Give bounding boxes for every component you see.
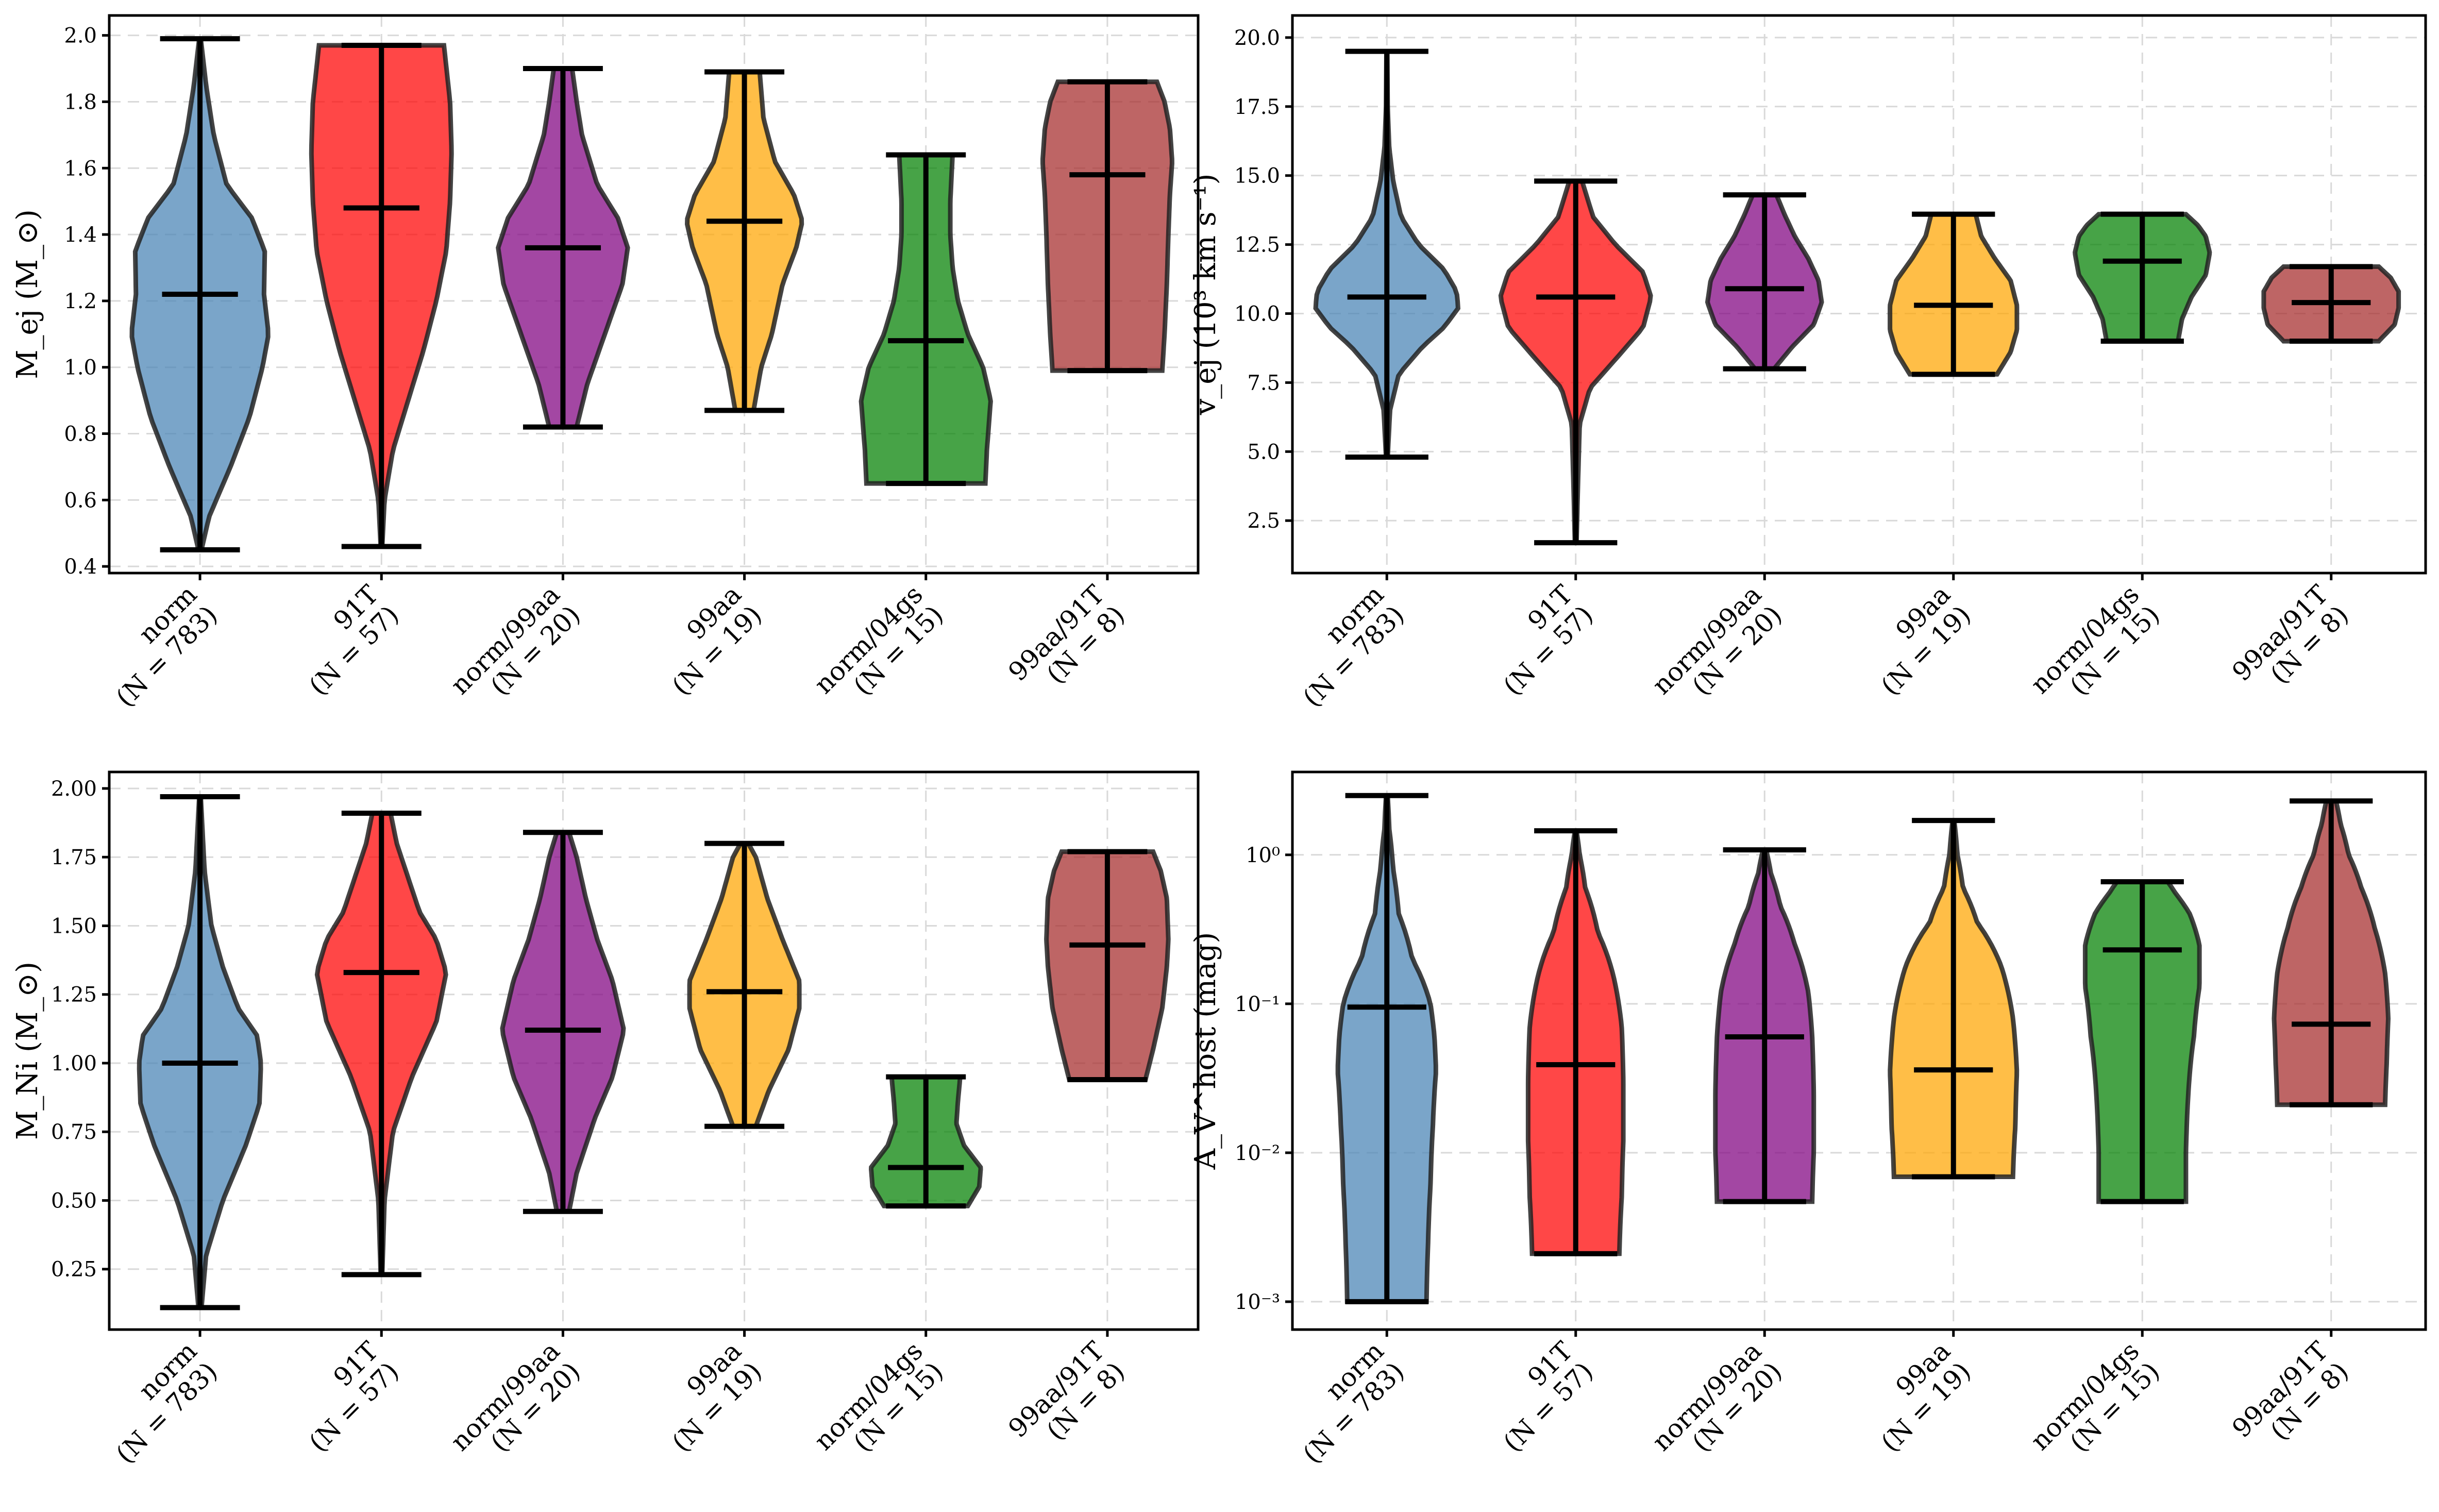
y-tick-label: 0.50 [51, 1189, 97, 1213]
x-tick-label: 91T(N = 57) [304, 579, 405, 701]
violin-norm-04gs [2082, 879, 2202, 1204]
x-tick-label: norm/04gs(N = 15) [809, 579, 949, 701]
y-tick-label: 15.0 [1234, 164, 1280, 188]
y-tick-label: 12.5 [1234, 233, 1280, 257]
y-tick-label: 1.0 [64, 356, 97, 380]
y-tick-label: 10⁻² [1235, 1141, 1280, 1165]
violin-norm [1313, 48, 1460, 460]
violin-99aa [1888, 818, 2020, 1180]
y-tick-label: 1.6 [64, 157, 97, 180]
panel-nickel-mass: 0.25 0.50 0.75 1.00 1.25 1.50 1.75 2.00 norm(N =… [11, 770, 1200, 1469]
x-tick-label: 91T(N = 57) [1498, 1336, 1599, 1457]
y-tick-label: 10.0 [1234, 302, 1280, 326]
y-axis-label: A_V^host (mag) [1189, 932, 1222, 1170]
violin-91T [314, 810, 448, 1278]
y-tick-label: 1.4 [64, 223, 97, 247]
x-tick-label: norm(N = 783) [1297, 579, 1410, 713]
axes-frame [1291, 14, 2427, 575]
y-tick-label: 2.00 [51, 777, 97, 801]
violin-norm-99aa [1713, 847, 1816, 1204]
y-tick-label: 20.0 [1234, 26, 1280, 50]
x-tick-label: norm/99aa(N = 20) [1646, 1336, 1788, 1457]
y-tick-label: 0.75 [51, 1120, 97, 1144]
violin-norm-04gs [859, 152, 993, 486]
x-tick-label: 91T(N = 57) [1498, 579, 1599, 701]
axes-frame [1291, 770, 2427, 1331]
x-tick-label: 99aa/91T(N = 8) [2226, 1336, 2354, 1446]
y-tick-label: 7.5 [1247, 371, 1280, 395]
y-tick-label: 0.25 [51, 1258, 97, 1282]
violin-91T [309, 42, 454, 549]
y-tick-label: 17.5 [1234, 95, 1280, 119]
y-tick-label: 5.0 [1247, 440, 1280, 464]
violin-99aa [684, 69, 804, 413]
violin-norm-99aa [1705, 192, 1824, 372]
violin-99aa-91T [1040, 79, 1174, 374]
violin-99aa [1888, 211, 2020, 377]
violin-norm [129, 36, 271, 552]
violin-norm-99aa [496, 66, 630, 430]
x-tick-label: norm/04gs(N = 15) [2025, 579, 2165, 701]
y-tick-label: 0.4 [64, 555, 97, 579]
y-axis-label: M_ej (M_⊙) [11, 209, 44, 379]
x-tick-label: 99aa(N = 19) [666, 579, 768, 701]
axes-frame [108, 14, 1200, 575]
x-tick-label: 99aa/91T(N = 8) [1003, 1336, 1131, 1446]
x-tick-label: norm/04gs(N = 15) [809, 1336, 949, 1457]
panel-ejecta-velocity: 2.5 5.0 7.5 10.0 12.5 15.0 17.5 20.0 norm(N = 78… [1189, 14, 2427, 713]
y-tick-label: 1.50 [51, 914, 97, 938]
violin-norm [1335, 793, 1438, 1304]
y-axis-label: v_ej (10³ km s⁻¹) [1189, 174, 1222, 416]
x-tick-label: 99aa(N = 19) [1875, 1336, 1977, 1457]
y-tick-label: 2.5 [1247, 509, 1280, 533]
violin-norm [137, 794, 263, 1311]
x-tick-label: 99aa(N = 19) [1875, 579, 1977, 701]
y-tick-label: 1.25 [51, 983, 97, 1007]
x-tick-label: norm(N = 783) [110, 1336, 223, 1469]
x-tick-label: 91T(N = 57) [304, 1336, 405, 1457]
axes-frame [108, 770, 1200, 1331]
panel-host-extinction: 10⁻³ 10⁻² 10⁻¹ 10⁰ norm(N = 783) 91T(N = 57) n… [1189, 770, 2427, 1469]
x-tick-label: norm/99aa(N = 20) [1646, 579, 1788, 701]
violin-99aa-91T [2272, 798, 2391, 1107]
y-tick-label: 1.75 [51, 846, 97, 869]
x-tick-label: norm(N = 783) [110, 579, 223, 713]
violin-99aa [687, 841, 802, 1129]
y-axis-label: M_Ni (M_⊙) [11, 962, 44, 1140]
x-tick-label: 99aa/91T(N = 8) [2226, 579, 2354, 690]
violin-99aa-91T [2261, 264, 2401, 344]
y-tick-label: 10⁻¹ [1235, 993, 1280, 1016]
panel-ejecta-mass: 0.4 0.6 0.8 1.0 1.2 1.4 1.6 1.8 2.0 norm(N = 783)… [11, 14, 1200, 713]
y-tick-label: 0.6 [64, 489, 97, 512]
x-tick-label: 99aa(N = 19) [666, 1336, 768, 1457]
violin-91T [1498, 178, 1653, 546]
x-tick-label: norm/99aa(N = 20) [445, 579, 586, 701]
x-tick-label: norm/99aa(N = 20) [445, 1336, 586, 1457]
violin-norm-04gs [2073, 211, 2212, 344]
violin-99aa-91T [1044, 849, 1171, 1082]
y-tick-label: 1.00 [51, 1052, 97, 1076]
violin-91T [1525, 828, 1626, 1256]
y-tick-label: 10⁰ [1246, 844, 1280, 867]
y-tick-label: 1.8 [64, 90, 97, 114]
y-tick-label: 10⁻³ [1235, 1290, 1280, 1314]
y-tick-label: 2.0 [64, 24, 97, 48]
x-tick-label: 99aa/91T(N = 8) [1003, 579, 1131, 690]
x-tick-label: norm(N = 783) [1297, 1336, 1410, 1469]
x-tick-label: norm/04gs(N = 15) [2025, 1336, 2165, 1457]
violin-norm-99aa [500, 830, 626, 1214]
violin-norm-04gs [868, 1074, 983, 1209]
y-tick-label: 0.8 [64, 423, 97, 446]
y-tick-label: 1.2 [64, 290, 97, 313]
